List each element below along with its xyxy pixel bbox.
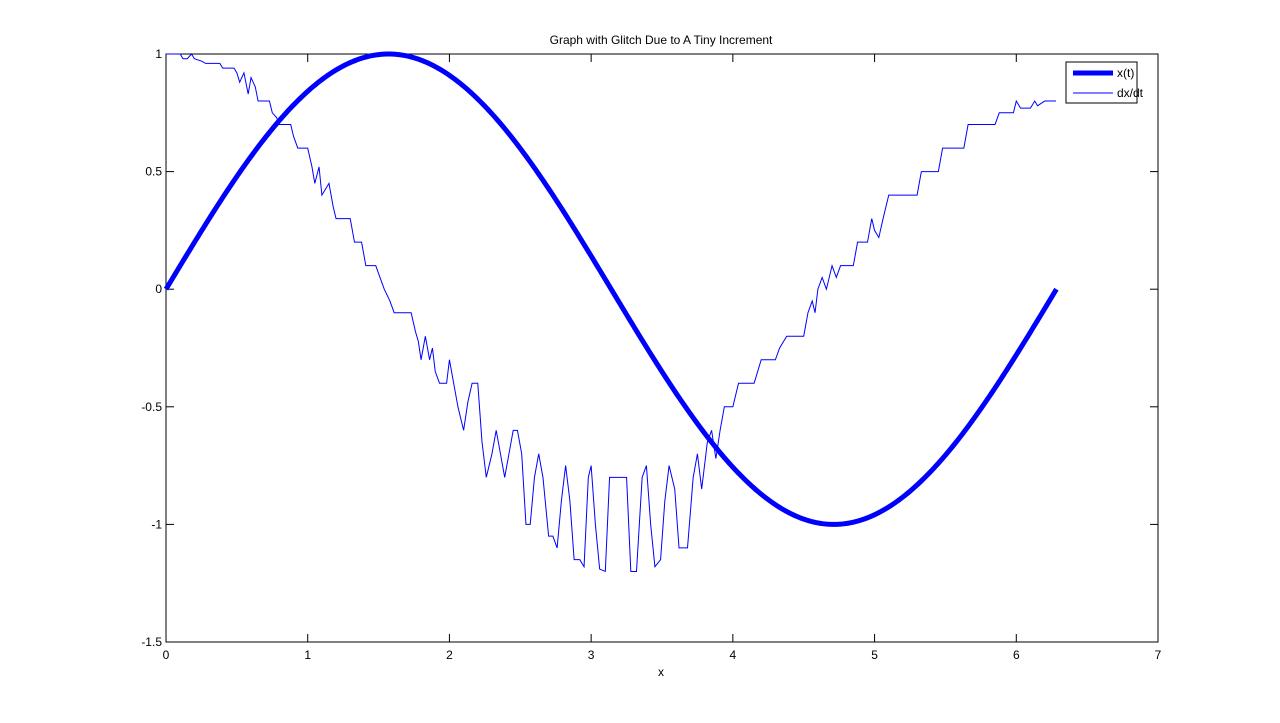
x-tick-label: 6: [1013, 648, 1020, 662]
y-tick-label: 0: [155, 282, 162, 296]
x-tick-label: 7: [1155, 648, 1162, 662]
x-tick-label: 1: [304, 648, 311, 662]
legend-label-x-t: x(t): [1117, 66, 1134, 80]
legend-box: [1065, 61, 1138, 104]
y-tick-label: 0.5: [145, 165, 162, 179]
axes-box: [165, 53, 1159, 643]
chart-title: Graph with Glitch Due to A Tiny Incremen…: [550, 33, 773, 47]
x-tick-label: 3: [588, 648, 595, 662]
y-tick-label: 1: [155, 47, 162, 61]
plot-area: 0 1 2 3 4 5 6 7 -1.5 -1 -0.5 0 0.5 1: [141, 47, 1161, 662]
y-tick-label: -1: [151, 517, 162, 531]
legend-label-dx-dt: dx/dt: [1117, 86, 1144, 100]
x-tick-label: 2: [446, 648, 453, 662]
x-axis-label: x: [658, 665, 664, 679]
series-layer: [163, 51, 1059, 573]
legend: x(t) dx/dt: [1065, 61, 1144, 104]
y-tick-label: -1.5: [141, 635, 162, 649]
series-line-x-t: [163, 51, 1059, 527]
x-tick-label: 0: [163, 648, 170, 662]
x-axis: 0 1 2 3 4 5 6 7: [163, 54, 1162, 662]
x-tick-label: 5: [871, 648, 878, 662]
x-tick-label: 4: [730, 648, 737, 662]
series-line-dx-dt: [166, 53, 1056, 573]
y-tick-label: -0.5: [141, 400, 162, 414]
y-axis: -1.5 -1 -0.5 0 0.5 1: [141, 47, 1158, 649]
